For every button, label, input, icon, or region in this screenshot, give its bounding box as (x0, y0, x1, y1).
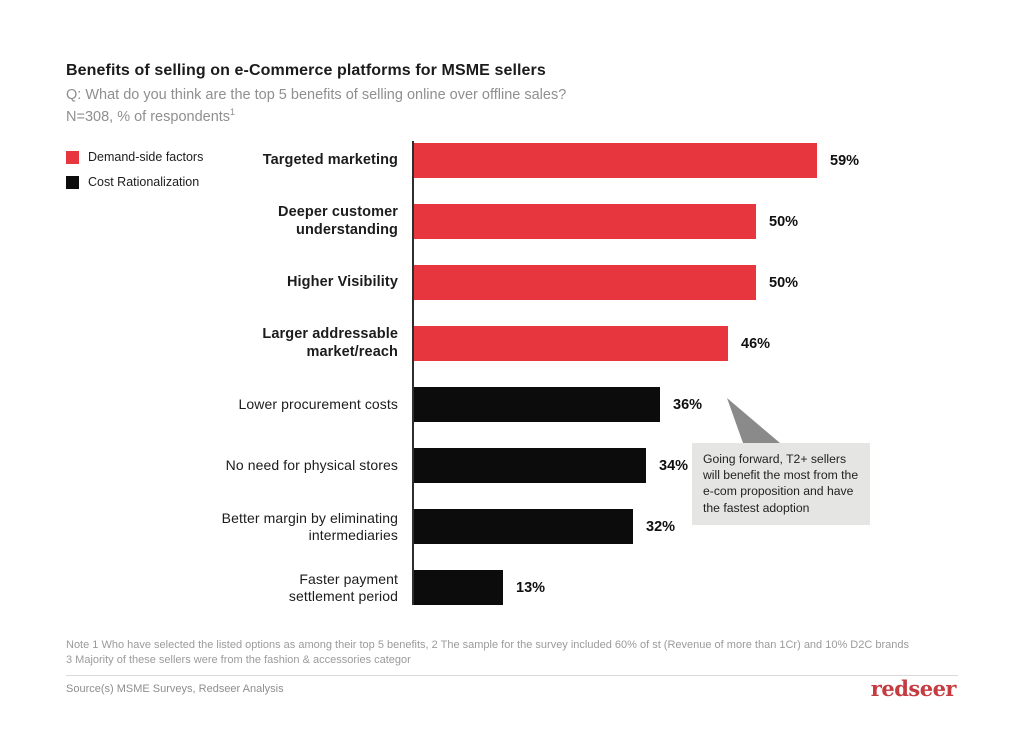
legend: Demand-side factors Cost Rationalization (66, 150, 203, 200)
legend-swatch-red (66, 150, 79, 164)
category-label: Deeper customer understanding (278, 204, 398, 238)
legend-label-demand: Demand-side factors (88, 150, 204, 164)
category-label: Larger addressable market/reach (262, 326, 398, 360)
category-label: Higher Visibility (286, 273, 398, 290)
bar-cost (414, 387, 660, 422)
source-text: Source(s) MSME Surveys, Redseer Analysis (66, 683, 284, 695)
bar-row: No need for physical stores 34% (66, 448, 688, 483)
bar-cost (414, 570, 503, 605)
bar-row: Lower procurement costs 36% (66, 387, 702, 422)
category-label: Lower procurement costs (238, 396, 398, 413)
value-label: 13% (516, 579, 546, 596)
sample-size-line: N=308, % of respondents1 (66, 107, 826, 125)
value-label: 50% (769, 274, 799, 291)
footer-divider (66, 675, 958, 676)
bar-row: Faster payment settlement period 13% (66, 570, 545, 605)
footnotes: Note 1 Who have selected the listed opti… (66, 639, 909, 666)
bar-cost (414, 448, 646, 483)
value-label: 50% (769, 213, 799, 230)
footnote-superscript: 1 (230, 107, 236, 117)
redseer-logo: redseer (870, 676, 957, 701)
category-label: No need for physical stores (225, 457, 398, 474)
bar-row: Larger addressable market/reach 46% (66, 326, 770, 361)
value-label: 59% (830, 152, 860, 169)
bar-demand (414, 326, 728, 361)
legend-swatch-black (66, 175, 79, 189)
value-label: 46% (741, 335, 771, 352)
chart-title: Benefits of selling on e-Commerce platfo… (66, 62, 546, 79)
bar-demand (414, 265, 756, 300)
callout-box: Going forward, T2+ sellers will benefit … (692, 443, 870, 525)
bar-row: Deeper customer understanding 50% (66, 204, 798, 239)
legend-item-cost: Cost Rationalization (66, 175, 203, 189)
legend-item-demand: Demand-side factors (66, 150, 203, 164)
value-label: 34% (659, 457, 689, 474)
value-label: 36% (673, 396, 703, 413)
legend-label-cost: Cost Rationalization (88, 175, 200, 189)
bar-row: Targeted marketing 59% (66, 143, 859, 178)
bar-row: Better margin by eliminating intermediar… (66, 509, 675, 544)
bar-demand (414, 143, 817, 178)
sample-size-text: N=308, % of respondents (66, 108, 231, 125)
category-label: Targeted marketing (262, 151, 398, 168)
bar-cost (414, 509, 633, 544)
category-label: Better margin by eliminating intermediar… (221, 509, 398, 543)
chart-header: Benefits of selling on e-Commerce platfo… (66, 62, 826, 125)
bar-row: Higher Visibility 50% (66, 265, 798, 300)
chart-question: Q: What do you think are the top 5 benef… (66, 87, 567, 103)
callout-pointer-triangle (727, 398, 780, 443)
category-label: Faster payment settlement period (288, 570, 398, 604)
y-axis-line (412, 141, 414, 605)
callout-pointer-icon (727, 398, 780, 443)
value-label: 32% (646, 518, 676, 535)
bar-demand (414, 204, 756, 239)
